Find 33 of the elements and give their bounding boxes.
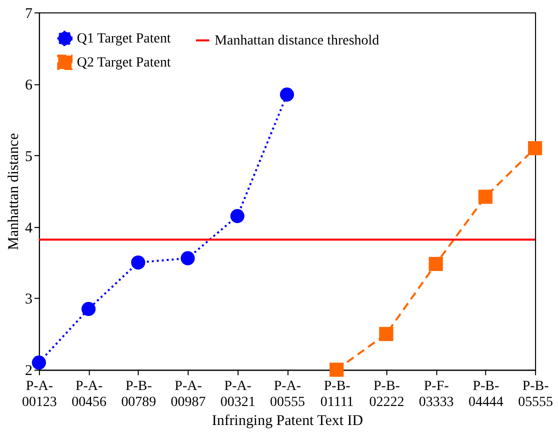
point [280,88,294,102]
x-tick-label: P-B- 04444 [468,379,504,410]
point [478,190,492,204]
x-tick-label: P-B- 02222 [369,379,404,410]
y-tick-label: 2 [24,363,32,380]
point [428,256,443,272]
x-tick-label: P-F- 03333 [418,379,454,410]
legend-label: Q1 Target Patent [76,31,171,46]
point [81,302,96,316]
y-tick-label: 5 [24,148,32,165]
x-tick-label: P-B- 01111 [320,379,354,410]
x-tick-label: P-A- 00123 [22,379,57,410]
point [32,356,46,370]
point [131,255,146,270]
x-tick-label: P-B- 05555 [518,379,554,410]
x-tick-label: P-A- 00456 [72,379,107,410]
y-tick-label: 7 [24,6,33,22]
x-tick-label: P-A- 00321 [220,379,256,410]
legend-label: Q2 Target Patent [76,55,171,70]
point [180,251,195,266]
y-tick-label: 4 [24,220,33,236]
x-tick-label: P-A- 00987 [170,379,206,410]
legend-label: Manhattan distance threshold [214,33,380,48]
point [230,209,244,224]
y-tick-label: 6 [24,77,33,94]
point [528,141,542,156]
y-tick-label: 3 [24,292,32,308]
y-axis-title: Manhattan distance [6,132,22,250]
x-tick-label: P-A- 00555 [270,379,305,410]
point [330,362,344,377]
point [379,326,394,342]
x-tick-label: P-B- 00789 [121,379,156,410]
x-axis-title: Infringing Patent Text ID [212,413,364,430]
